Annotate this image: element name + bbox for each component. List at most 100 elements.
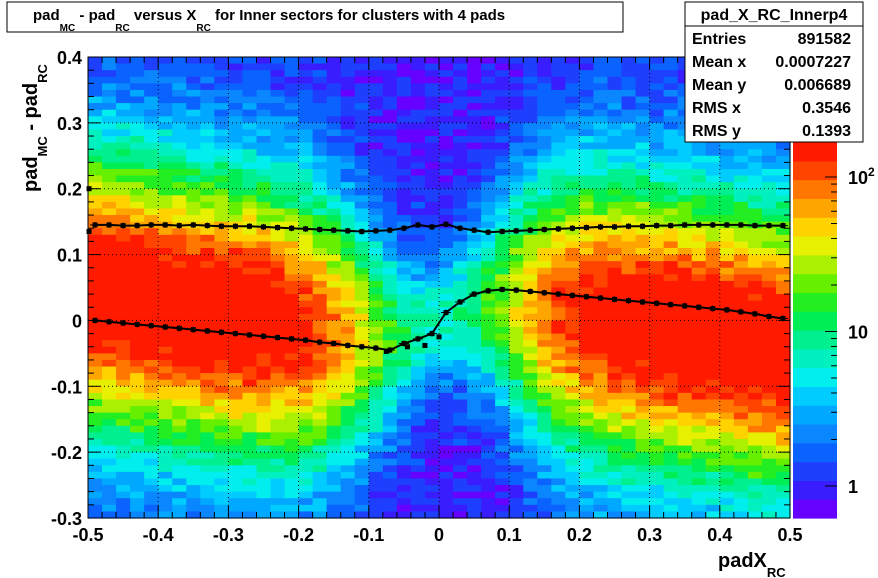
heatmap-cell xyxy=(579,267,595,275)
heatmap-cell xyxy=(719,155,735,163)
heatmap-cell xyxy=(593,432,609,440)
heatmap-cell xyxy=(116,504,131,513)
heatmap-cell xyxy=(467,458,482,466)
heatmap-cell xyxy=(565,412,580,420)
heatmap-cell xyxy=(326,142,342,150)
heatmap-cell xyxy=(158,261,173,269)
heatmap-cell xyxy=(677,419,693,427)
heatmap-cell xyxy=(200,386,215,394)
heatmap-cell xyxy=(102,294,117,302)
heatmap-cell xyxy=(172,425,187,433)
heatmap-cell xyxy=(481,201,496,210)
heatmap-cell xyxy=(537,63,552,71)
heatmap-cell xyxy=(733,175,749,183)
heatmap-cell xyxy=(621,320,637,328)
heatmap-cell xyxy=(256,103,272,111)
heatmap-cell xyxy=(705,392,721,401)
heatmap-cell xyxy=(144,247,159,256)
heatmap-cell xyxy=(228,478,244,486)
heatmap-cell xyxy=(747,511,763,519)
rms-profile-point xyxy=(190,222,196,228)
heatmap-cell xyxy=(691,491,707,499)
heatmap-cell xyxy=(607,432,623,440)
heatmap-cell xyxy=(579,425,595,433)
heatmap-cell xyxy=(354,392,370,401)
heatmap-cell xyxy=(663,280,679,289)
heatmap-cell xyxy=(537,511,552,519)
heatmap-cell xyxy=(663,346,679,354)
heatmap-cell xyxy=(116,228,131,236)
heatmap-cell xyxy=(481,485,496,493)
heatmap-cell xyxy=(537,142,552,150)
heatmap-cell xyxy=(284,103,300,111)
heatmap-cell xyxy=(467,333,482,341)
heatmap-cell xyxy=(537,300,552,308)
heatmap-cell xyxy=(340,333,356,341)
heatmap-cell xyxy=(649,313,665,322)
heatmap-cell xyxy=(551,294,566,302)
heatmap-cell xyxy=(116,109,131,117)
heatmap-cell xyxy=(467,353,482,361)
heatmap-cell xyxy=(214,201,229,210)
heatmap-cell xyxy=(621,228,637,236)
heatmap-cell xyxy=(116,103,131,111)
heatmap-cell xyxy=(663,208,679,216)
mean-profile-point xyxy=(148,323,154,329)
heatmap-cell xyxy=(523,353,538,361)
color-scale-segment xyxy=(793,179,837,199)
heatmap-cell xyxy=(635,294,651,302)
heatmap-cell xyxy=(200,340,215,348)
rms-profile-point xyxy=(303,226,309,232)
heatmap-cell xyxy=(761,445,777,453)
heatmap-cell xyxy=(354,261,370,269)
heatmap-cell xyxy=(186,208,201,216)
heatmap-cell xyxy=(607,122,623,131)
heatmap-cell xyxy=(635,392,651,401)
heatmap-cell xyxy=(565,333,580,341)
heatmap-cell xyxy=(354,234,370,242)
heatmap-cell xyxy=(242,129,258,137)
heatmap-cell xyxy=(172,307,187,315)
heatmap-cell xyxy=(439,129,454,137)
heatmap-cell xyxy=(733,201,749,210)
heatmap-cell xyxy=(410,149,426,157)
heatmap-cell xyxy=(396,149,412,157)
heatmap-cell xyxy=(621,168,637,177)
heatmap-cell xyxy=(270,70,286,78)
heatmap-cell xyxy=(270,498,286,506)
heatmap-cell xyxy=(663,491,679,499)
heatmap-cell xyxy=(298,215,314,223)
heatmap-cell xyxy=(130,215,145,223)
heatmap-cell xyxy=(326,373,342,381)
heatmap-cell xyxy=(158,366,173,374)
heatmap-cell xyxy=(467,221,482,229)
heatmap-cell xyxy=(761,438,777,447)
heatmap-cell xyxy=(88,103,103,111)
heatmap-cell xyxy=(382,201,398,210)
mean-profile-point xyxy=(120,320,126,326)
heatmap-cell xyxy=(439,373,454,381)
heatmap-cell xyxy=(607,386,623,394)
heatmap-cell xyxy=(607,57,623,65)
heatmap-cell xyxy=(326,399,342,407)
heatmap-cell xyxy=(354,155,370,163)
heatmap-cell xyxy=(312,471,328,480)
heatmap-cell xyxy=(439,228,454,236)
heatmap-cell xyxy=(537,247,552,256)
heatmap-cell xyxy=(368,452,384,460)
heatmap-cell xyxy=(298,76,314,84)
heatmap-cell xyxy=(747,359,763,368)
heatmap-cell xyxy=(453,425,468,433)
heatmap-cell xyxy=(453,327,468,335)
heatmap-cell xyxy=(158,76,173,84)
heatmap-cell xyxy=(396,294,412,302)
heatmap-cell xyxy=(733,438,749,447)
heatmap-cell xyxy=(88,162,103,170)
heatmap-cell xyxy=(256,465,272,473)
heatmap-cell xyxy=(256,379,272,387)
heatmap-cell xyxy=(130,261,145,269)
heatmap-cell xyxy=(761,208,777,216)
heatmap-cell xyxy=(439,175,454,183)
heatmap-cell xyxy=(691,471,707,480)
heatmap-cell xyxy=(719,438,735,447)
